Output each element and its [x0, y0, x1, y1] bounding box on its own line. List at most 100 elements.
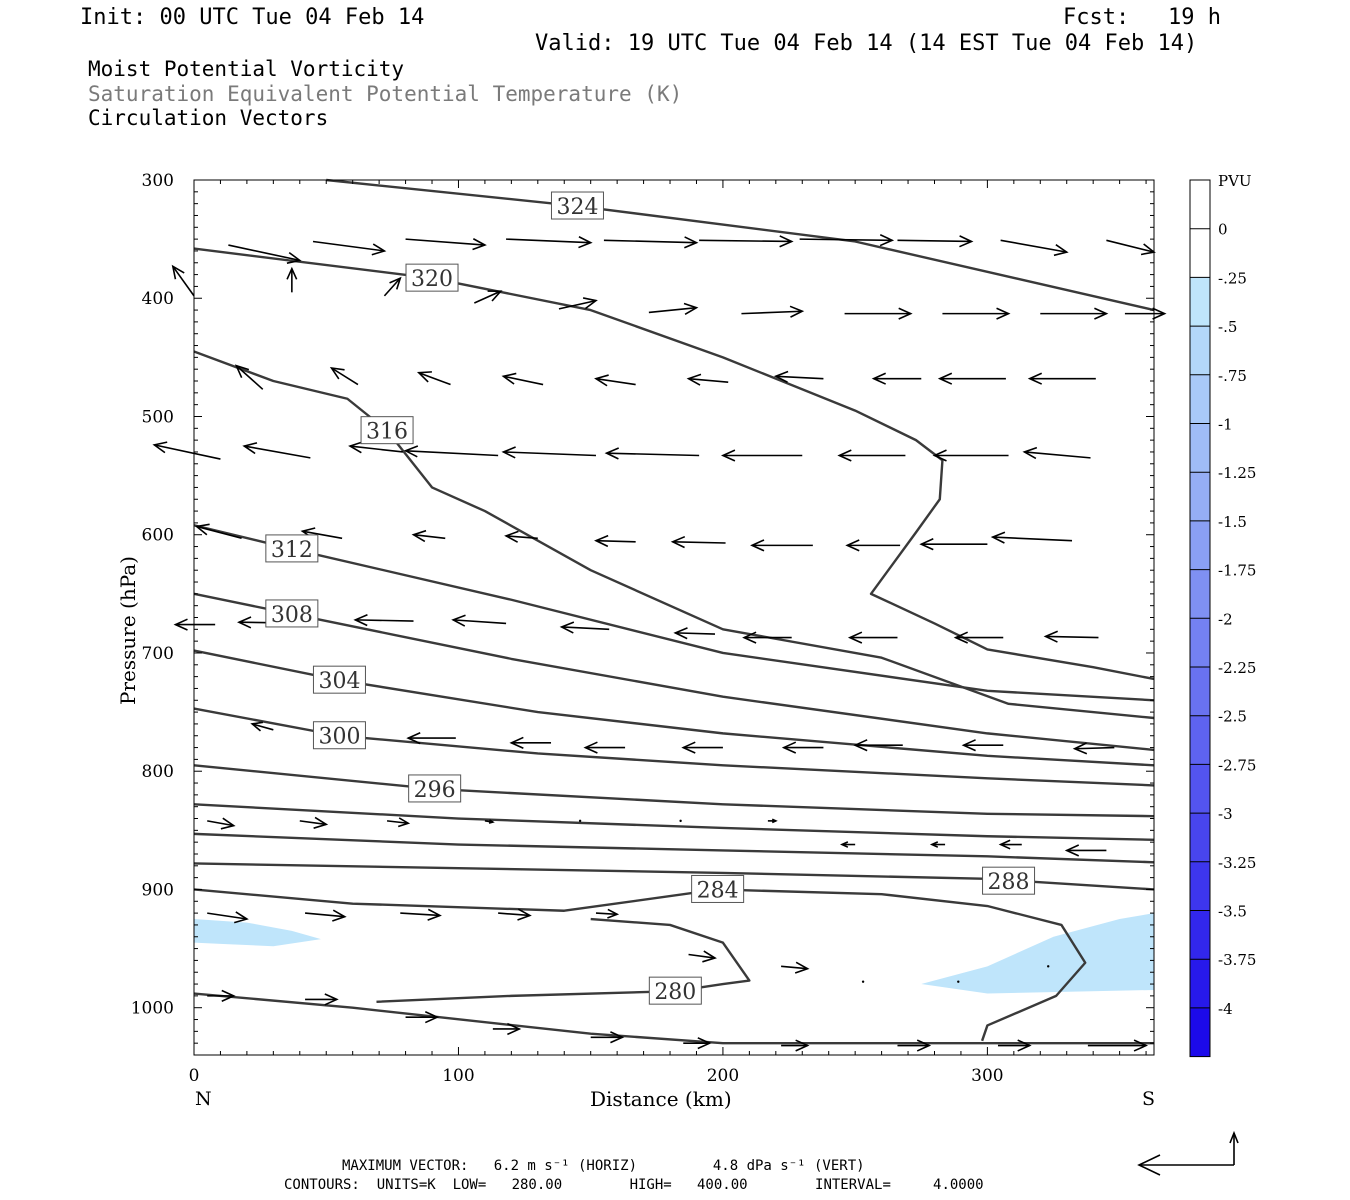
contour-label-box: [691, 874, 745, 903]
contour-292: [193, 803, 1155, 841]
contour-label-box: [360, 416, 414, 445]
circulation-vector: [997, 1039, 1032, 1052]
contour-label-box: [408, 774, 462, 803]
colorbar-label: -1: [1218, 416, 1233, 434]
circulation-vector: [781, 1039, 810, 1052]
colorbar-cell: [1190, 910, 1210, 960]
circulation-vector: [501, 372, 544, 386]
circulation-vector: [484, 819, 495, 824]
contour-label-layer: 324 320 316 312 308 304 300 296 288 284 280: [265, 191, 1036, 1005]
init-time: Init: 00 UTC Tue 04 Feb 14: [80, 5, 425, 30]
colorbar-cell: [1190, 667, 1210, 716]
circulation-vector: [353, 613, 414, 627]
colorbar-cell: [1190, 813, 1210, 862]
circulation-vector: [1043, 630, 1099, 643]
circulation-vector: [1072, 742, 1115, 755]
circulation-vector: [767, 818, 778, 824]
contour-label-box: [312, 721, 366, 750]
circulation-vector: [595, 908, 620, 919]
circulation-vector: [897, 1039, 932, 1052]
circulation-vector: [681, 741, 723, 754]
circulation-vector: [957, 980, 960, 983]
theta-contour-layer: [193, 178, 1155, 1045]
colorbar-label: -3: [1218, 805, 1233, 823]
circulation-vector: [961, 739, 1004, 752]
contour-info: CONTOURS: UNITS=K LOW= 280.00 HIGH= 400.…: [284, 1177, 984, 1193]
circulation-vector: [750, 539, 813, 552]
circulation-vector: [781, 961, 810, 974]
y-tick-label: 1000: [131, 999, 174, 1019]
pv-colorbar: PVU 0 -.25 -.5 -.75 -1 -1.25 -1.5 -1.75 -2 -2.25 -2…: [1189, 172, 1256, 1058]
colorbar-label: -.25: [1218, 269, 1247, 287]
colorbar-cell: [1190, 1007, 1210, 1057]
circulation-vector: [411, 529, 446, 543]
circulation-vector: [207, 817, 236, 830]
circulation-vector: [400, 908, 442, 921]
contour-label: 312: [271, 538, 313, 563]
colorbar-cell: [1190, 180, 1210, 229]
contour-324: [326, 178, 1155, 312]
colorbar-cell: [1190, 423, 1210, 473]
valid-time: Valid: 19 UTC Tue 04 Feb 14 (14 EST Tue …: [535, 31, 1198, 56]
pv-shading-layer: [194, 913, 1154, 994]
circulation-vector: [845, 539, 901, 552]
circulation-vector: [871, 372, 922, 385]
contour-label-box: [265, 534, 319, 563]
contour-296: [193, 764, 1155, 818]
circulation-vector: [286, 266, 298, 293]
colorbar-label: -1.25: [1218, 464, 1256, 482]
colorbar-label: -2: [1218, 610, 1233, 628]
circulation-vector: [403, 445, 499, 458]
circulation-vector: [299, 816, 329, 829]
circulation-vector: [509, 736, 552, 749]
reference-vector-icon: [1137, 1130, 1239, 1176]
colorbar-cell: [1190, 520, 1210, 570]
pv-shade-region: [194, 919, 321, 947]
circulation-vector: [673, 627, 716, 640]
x-tick-label: 300: [971, 1066, 1003, 1086]
circulation-vector: [937, 372, 1006, 385]
circulation-vector: [329, 366, 359, 386]
circulation-vector: [590, 1031, 625, 1044]
contour-276: [193, 992, 1154, 1045]
colorbar-cell: [1190, 374, 1210, 424]
circulation-vector: [416, 371, 451, 386]
circulation-vector: [799, 234, 895, 247]
x-tick-label: 200: [707, 1066, 739, 1086]
circulation-vector: [234, 364, 264, 390]
circulation-vector: [853, 739, 903, 752]
circulation-vector: [919, 538, 988, 551]
x-tick-label: 0: [189, 1066, 200, 1086]
north-label: N: [195, 1088, 212, 1110]
y-tick-label: 400: [142, 289, 174, 309]
circulation-vector: [683, 1037, 712, 1050]
contour-label: 304: [318, 669, 360, 694]
colorbar-label: -.75: [1218, 367, 1247, 385]
colorbar-cell: [1190, 472, 1210, 521]
circulation-vector: [386, 817, 411, 828]
colorbar-title: PVU: [1218, 172, 1252, 190]
circulation-vector: [171, 264, 195, 297]
circulation-vector: [844, 307, 913, 320]
contour-label: 308: [271, 603, 313, 628]
contour-label: 284: [697, 878, 739, 903]
circulation-vector: [688, 950, 717, 963]
x-tick-label: 100: [442, 1066, 474, 1086]
circulation-vector: [242, 442, 311, 459]
circulation-vector: [1047, 965, 1050, 968]
colorbar-label: -2.25: [1218, 659, 1256, 677]
circulation-vector: [559, 621, 610, 634]
circulation-vector: [781, 741, 824, 754]
colorbar-label: -2.5: [1218, 708, 1247, 726]
circulation-vector: [305, 993, 339, 1006]
circulation-vector: [932, 449, 1009, 462]
y-tick-label: 800: [142, 762, 174, 782]
circulation-vector: [837, 449, 906, 462]
contour-316: [193, 350, 1155, 720]
circulation-vector: [594, 534, 636, 548]
colorbar-label: -2.75: [1218, 756, 1256, 774]
circulation-vector: [152, 441, 221, 460]
circulation-vector-layer: [152, 234, 1167, 1052]
circulation-vector: [847, 631, 898, 644]
circulation-vector: [699, 235, 794, 248]
